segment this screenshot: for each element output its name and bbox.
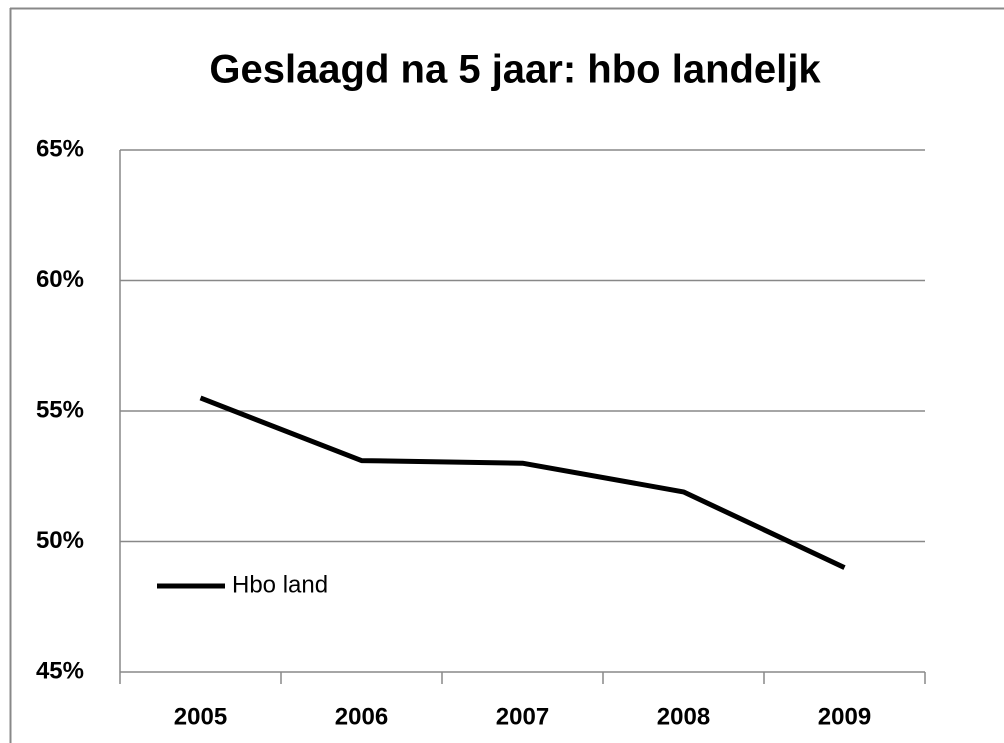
x-tick-label: 2006 — [335, 703, 388, 730]
y-tick-label: 45% — [36, 657, 84, 684]
line-series — [199, 395, 846, 570]
x-tick-label: 2008 — [657, 703, 710, 730]
y-tick-label: 55% — [36, 396, 84, 423]
x-tick-label: 2007 — [496, 703, 549, 730]
x-tick-label: 2009 — [818, 703, 871, 730]
y-tick-label: 60% — [36, 266, 84, 293]
legend-label: Hbo land — [232, 571, 328, 598]
x-tick-label: 2005 — [174, 703, 227, 730]
y-tick-label: 50% — [36, 527, 84, 554]
y-tick-label: 65% — [36, 135, 84, 162]
chart-title: Geslaagd na 5 jaar: hbo landeljk — [209, 48, 821, 92]
